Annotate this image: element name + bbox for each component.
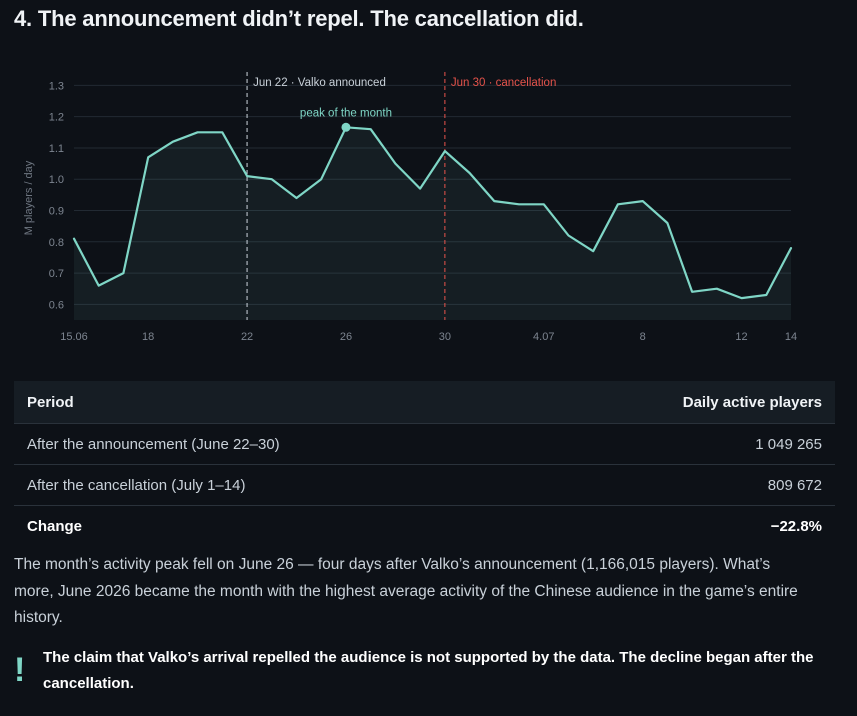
table-total-row: Change −22.8% [14,506,835,547]
peak-marker [341,122,351,132]
data-point [665,221,669,225]
table-row: After the announcement (June 22–30) 1 04… [14,423,835,465]
y-tick-label: 1.2 [49,112,64,124]
data-point [369,127,373,131]
peak-label: peak of the month [300,107,392,119]
data-point [245,174,249,178]
data-table: Period Daily active players After the an… [14,381,835,546]
table-cell-players: 1 049 265 [529,423,835,465]
x-tick-label: 12 [735,331,747,343]
series-line [72,126,793,300]
data-point [196,130,200,134]
data-point [97,284,101,288]
data-point [121,271,125,275]
x-tick-label: 18 [142,331,154,343]
data-point [171,140,175,144]
data-point [220,130,224,134]
data-point [146,155,150,159]
table-cell-players: 809 672 [529,464,835,506]
x-tick-label: 4.07 [533,331,554,343]
x-tick-label: 26 [340,331,352,343]
data-point [764,293,768,297]
series-area [74,127,791,320]
table-row: After the cancellation (July 1–14) 809 6… [14,464,835,506]
callout-text: The claim that Valko’s arrival repelled … [43,649,814,692]
y-tick-label: 0.6 [49,299,64,311]
annotation-label: Jun 30 · cancellation [451,77,556,89]
data-point [715,287,719,291]
data-point [740,296,744,300]
table-total-value: −22.8% [770,517,822,535]
data-point [393,162,397,166]
x-tick-label: 15.06 [60,331,88,343]
data-point [443,149,447,153]
x-tick-label: 8 [640,331,646,343]
line-chart: 0.6 0.7 0.8 0.9 1.0 1.1 1.2 1.3 M players / day 1… [23,72,797,343]
x-tick-label: 14 [785,331,797,343]
section-title: 4. The announcement didn’t repel. The ca… [14,6,584,31]
data-point [418,187,422,191]
table-cell-period: After the cancellation (July 1–14) [14,464,530,506]
column-header-players: Daily active players [529,381,835,424]
y-tick-label: 1.0 [49,174,64,186]
data-point [641,199,645,203]
column-header-period: Period [14,381,530,424]
table-cell-period: After the announcement (June 22–30) [14,423,530,465]
data-point [616,202,620,206]
data-point [542,202,546,206]
data-point [591,249,595,253]
y-tick-label: 0.8 [49,237,64,249]
data-point [319,177,323,181]
data-point [295,196,299,200]
table-total-label: Change [27,517,83,535]
data-point [517,202,521,206]
data-point [492,199,496,203]
data-point [468,171,472,175]
data-point [270,177,274,181]
data-point [567,234,571,238]
y-axis-label: M players / day [23,160,35,235]
data-point [789,246,793,250]
summary-paragraph: The month’s activity peak fell on June 2… [14,556,798,626]
y-tick-label: 0.7 [49,268,64,280]
exclamation-icon: ! [14,651,26,689]
x-tick-label: 22 [241,331,253,343]
x-tick-label: 30 [439,331,451,343]
table-header-row: Period Daily active players [14,381,835,424]
annotation-label: Jun 22 · Valko announced [253,77,386,89]
y-tick-label: 1.1 [49,143,64,155]
data-point [690,290,694,294]
data-point [72,237,76,241]
y-tick-label: 0.9 [49,206,64,218]
y-tick-label: 1.3 [49,80,64,92]
